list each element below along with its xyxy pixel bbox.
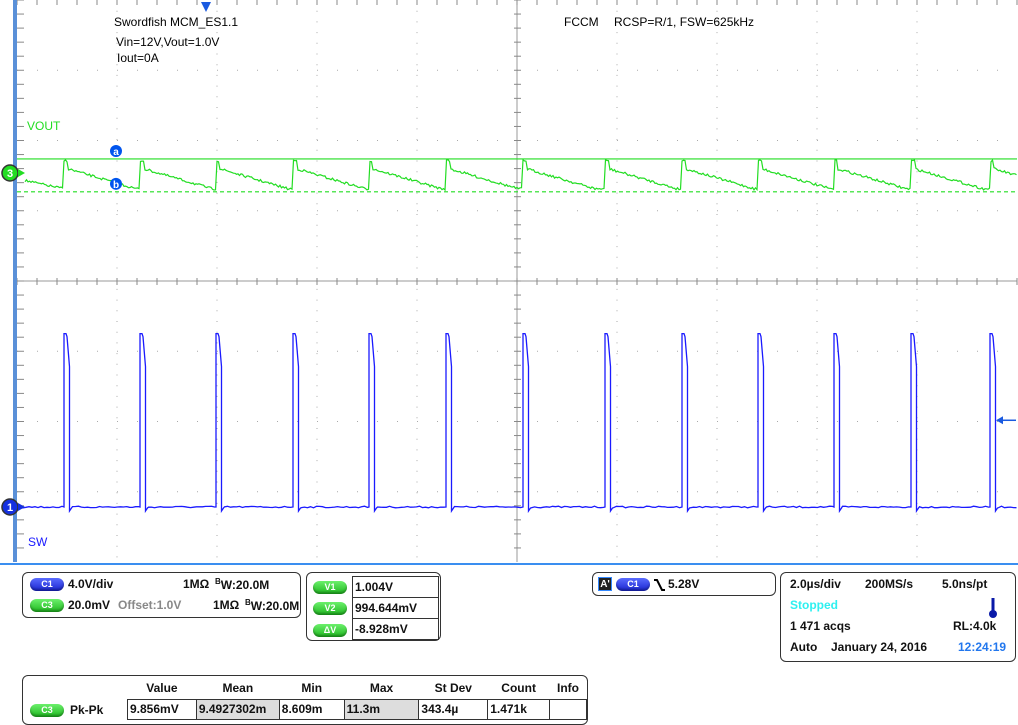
channel-marker-arrow (18, 503, 25, 511)
thermometer-icon (989, 598, 997, 618)
ch1-bandwidth: BW:20.0M (215, 577, 270, 592)
trigger-channel-badge: C1 (616, 578, 650, 591)
meas-value: 9.856mV (127, 698, 197, 720)
trigger-level-icon (996, 416, 1003, 425)
channel-marker-label: 3 (7, 168, 13, 180)
acquisition-count: 1 471 acqs (790, 619, 851, 633)
measurement-name: Pk-Pk (70, 703, 104, 717)
cursor-handle-label: a (113, 147, 119, 158)
cursor-handle-label: b (113, 180, 119, 191)
left-border-bar (13, 0, 17, 562)
trigger-panel[interactable]: A' C1 5.28V (592, 572, 776, 596)
channel-marker-label: 1 (7, 502, 13, 514)
sw-trace (22, 332, 1017, 514)
timebase-panel[interactable]: 2.0µs/div 200MS/s 5.0ns/pt Stopped 1 471… (780, 572, 1016, 662)
annotation-conditions: Vin=12V,Vout=1.0V (116, 35, 220, 49)
cursor-handle-circle (110, 144, 122, 157)
time: 12:24:19 (958, 640, 1007, 654)
channel-settings-panel[interactable]: C1 4.0V/div 1MΩ BW:20.0M C3 20.0mV Offse… (22, 572, 301, 618)
cursor-b-handle[interactable]: b (110, 177, 122, 191)
ch3-offset: Offset:1.0V (118, 598, 182, 612)
annotation-mode: FCCM (564, 15, 599, 29)
acquisition-state: Stopped (790, 598, 838, 612)
meas-count: 1.471k (487, 698, 551, 720)
cursor-delta-value: -8.928mV (352, 618, 439, 640)
cursor-a-handle[interactable]: a (110, 144, 122, 158)
meas-max: 11.3m (343, 698, 420, 720)
cursor-readout-panel: 1.004V 994.644mV -8.928mV V1 V2 ΔV (306, 572, 441, 641)
date: January 24, 2016 (831, 640, 928, 654)
trigger-level: 5.28V (668, 577, 700, 591)
sw-label: SW (28, 535, 48, 549)
time-scale: 2.0µs/div (790, 577, 841, 591)
annotation-load: Iout=0A (117, 51, 159, 65)
header-value: Value (146, 680, 178, 695)
meas-info (549, 698, 587, 720)
vout-trace (24, 158, 1017, 192)
cursor-v1-value: 1.004V (352, 576, 439, 598)
ch3-bandwidth: BW:20.0M (245, 598, 300, 613)
time-resolution: 5.0ns/pt (942, 577, 988, 591)
ch3-impedance: 1MΩ (213, 598, 240, 612)
meas-min: 8.609m (278, 698, 345, 720)
cursor-v1-badge: V1 (313, 581, 347, 594)
header-stdev: St Dev (434, 680, 472, 695)
trigger-source-badge: A' (598, 577, 612, 591)
cursor-handle-circle (110, 177, 122, 190)
ch3-ground-marker[interactable]: 3 (1, 164, 25, 182)
ch3-scale: 20.0mV (68, 598, 111, 612)
header-mean: Mean (222, 680, 254, 695)
trigger-position-icon (201, 2, 211, 12)
channel-marker-arrow (18, 169, 25, 177)
annotation-title: Swordfish MCM_ES1.1 (114, 15, 239, 29)
trigger-mode: Auto (790, 640, 818, 654)
vout-label: VOUT (27, 119, 61, 133)
cursor-v2-value: 994.644mV (352, 597, 439, 619)
ch1-scale: 4.0V/div (68, 577, 114, 591)
record-length: RL:4.0k (953, 619, 997, 633)
cursor-v2-badge: V2 (313, 602, 347, 615)
falling-edge-icon (654, 579, 665, 591)
ch1-ground-marker[interactable]: 1 (1, 498, 25, 516)
header-info: Info (557, 680, 580, 695)
cursor-delta-badge: ΔV (313, 624, 347, 637)
meas-mean: 9.4927302m (195, 698, 280, 720)
header-count: Count (501, 680, 536, 695)
waveform-display: a b 3 1 (0, 0, 1018, 565)
sample-rate: 200MS/s (865, 577, 914, 591)
ch3-badge[interactable]: C3 (30, 599, 64, 612)
ch1-impedance: 1MΩ (183, 577, 210, 591)
header-min: Min (301, 680, 323, 695)
ch1-badge[interactable]: C1 (30, 578, 64, 591)
annotation-config: RCSP=R/1, FSW=625kHz (614, 15, 755, 29)
measurement-channel-badge: C3 (30, 704, 64, 717)
measurement-panel: C3 Pk-Pk Value Mean Min Max St Dev Count… (22, 675, 588, 725)
header-max: Max (369, 680, 394, 695)
meas-stdev: 343.4µ (418, 698, 489, 720)
